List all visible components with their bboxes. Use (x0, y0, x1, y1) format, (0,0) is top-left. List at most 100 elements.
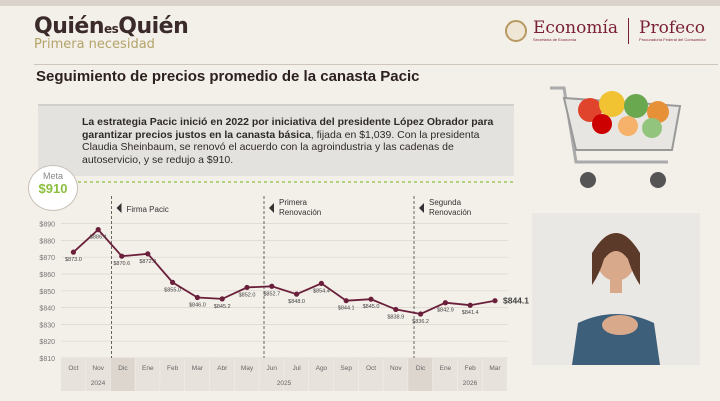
data-point (418, 311, 424, 317)
month-band (358, 358, 383, 391)
data-point (269, 283, 275, 289)
data-label: $842.9 (437, 308, 454, 314)
month-band (160, 358, 185, 391)
meta-badge: Meta $910 (28, 165, 78, 211)
x-tick-label: Dic (416, 365, 426, 372)
data-point (95, 227, 101, 233)
y-tick-label: $810 (39, 356, 55, 363)
meta-value: $910 (38, 181, 68, 196)
month-band (135, 358, 160, 391)
event-markers: Firma PacicPrimeraRenovaciónSegundaRenov… (111, 196, 471, 358)
data-point (343, 298, 349, 304)
y-tick-label: $860 (39, 272, 55, 279)
data-point (393, 306, 399, 313)
top-strip (0, 0, 720, 6)
y-tick-label: $890 (39, 222, 55, 229)
series-points (70, 227, 498, 317)
page-subtitle: Seguimiento de precios promedio de la ca… (36, 68, 420, 85)
data-point (442, 300, 448, 306)
x-tick-label: Ago (316, 365, 328, 372)
month-band (284, 358, 309, 391)
data-label: $838.9 (387, 314, 404, 320)
brand-subtitle: Primera necesidad (34, 37, 155, 52)
logo-separator (628, 18, 630, 44)
data-point (492, 298, 498, 304)
data-label: $852.7 (263, 291, 280, 297)
y-axis: $810 $820 $830 $840 $850 $860 $870 $880 $890 (39, 222, 55, 363)
event-arrow-icon (419, 203, 424, 213)
x-tick-label: May (241, 365, 254, 372)
data-label: $870.6 (113, 261, 130, 267)
data-point (219, 296, 225, 302)
x-tick-label: Jun (267, 365, 278, 372)
data-label: $846.0 (189, 303, 206, 309)
month-band (185, 358, 210, 391)
month-band (259, 358, 284, 391)
data-label: $855.0 (164, 287, 181, 293)
event-label: Firma Pacic (127, 205, 169, 214)
data-point (119, 253, 125, 259)
data-label: $873.0 (65, 257, 82, 263)
event-label: Segunda (429, 198, 462, 207)
x-tick-label: Feb (465, 365, 477, 372)
brand-title: QuiénesQuién (34, 14, 189, 39)
x-tick-label: Oct (68, 365, 78, 372)
x-tick-label: Abr (217, 365, 228, 372)
event-label-2: Renovación (279, 208, 321, 217)
month-band (234, 358, 259, 391)
month-band (333, 358, 358, 391)
y-tick-label: $880 (39, 238, 55, 245)
data-label: $844.1 (503, 296, 529, 306)
data-point (170, 279, 176, 285)
data-point (318, 280, 324, 287)
year-label: 2024 (91, 380, 106, 387)
month-band (408, 358, 433, 391)
data-label: $852.0 (239, 292, 256, 298)
seal-icon (505, 20, 527, 42)
brand: QuiénesQuién Primera necesidad (34, 14, 189, 52)
data-point (467, 302, 473, 308)
data-point (294, 291, 300, 297)
event-arrow-icon (116, 203, 122, 213)
x-axis-bands: Oct Nov Dic Ene Feb Mar Abr May Jun Jul Ago Sep Oct N… (61, 358, 507, 391)
data-label: $836.2 (412, 319, 429, 325)
y-tick-label: $820 (39, 339, 55, 346)
month-band (61, 358, 86, 391)
data-point (70, 249, 76, 255)
event-label-2: Renovación (429, 208, 471, 217)
x-tick-label: Mar (192, 365, 204, 372)
x-tick-label: Sep (340, 365, 352, 372)
month-band (209, 358, 234, 391)
data-point (368, 296, 374, 302)
sign-language-interpreter (532, 213, 700, 365)
data-point (194, 294, 200, 301)
y-tick-label: $830 (39, 322, 55, 329)
x-tick-label: Ene (440, 365, 452, 372)
month-band (457, 358, 482, 391)
data-label: $848.0 (288, 299, 305, 305)
profeco-logo: Profeco Procuraduría Federal del Consumi… (639, 18, 706, 43)
x-tick-label: Nov (390, 365, 402, 372)
data-label: $854.4 (313, 288, 330, 294)
x-tick-label: Nov (92, 365, 104, 372)
info-box (38, 106, 514, 176)
shopping-cart-icon (550, 86, 682, 188)
data-labels: $873.0 $886.4 $870.6 $872.0 $855.0 $846.0 $845… (65, 235, 529, 325)
month-band (383, 358, 408, 391)
y-tick-label: $840 (39, 306, 55, 313)
event-label: Primera (279, 198, 308, 207)
year-label: 2026 (463, 380, 478, 387)
grid (61, 223, 508, 359)
y-tick-label: $850 (39, 289, 55, 296)
month-band (482, 358, 507, 391)
x-tick-label: Dic (118, 365, 128, 372)
info-text: La estrategia Pacic inició en 2022 por i… (82, 116, 494, 166)
data-label: $872.0 (139, 259, 156, 265)
header-divider (34, 64, 718, 65)
data-label: $844.1 (338, 306, 355, 312)
x-tick-label: Oct (366, 365, 376, 372)
y-tick-label: $870 (39, 255, 55, 262)
month-band (110, 358, 135, 391)
x-tick-label: Ene (142, 365, 154, 372)
